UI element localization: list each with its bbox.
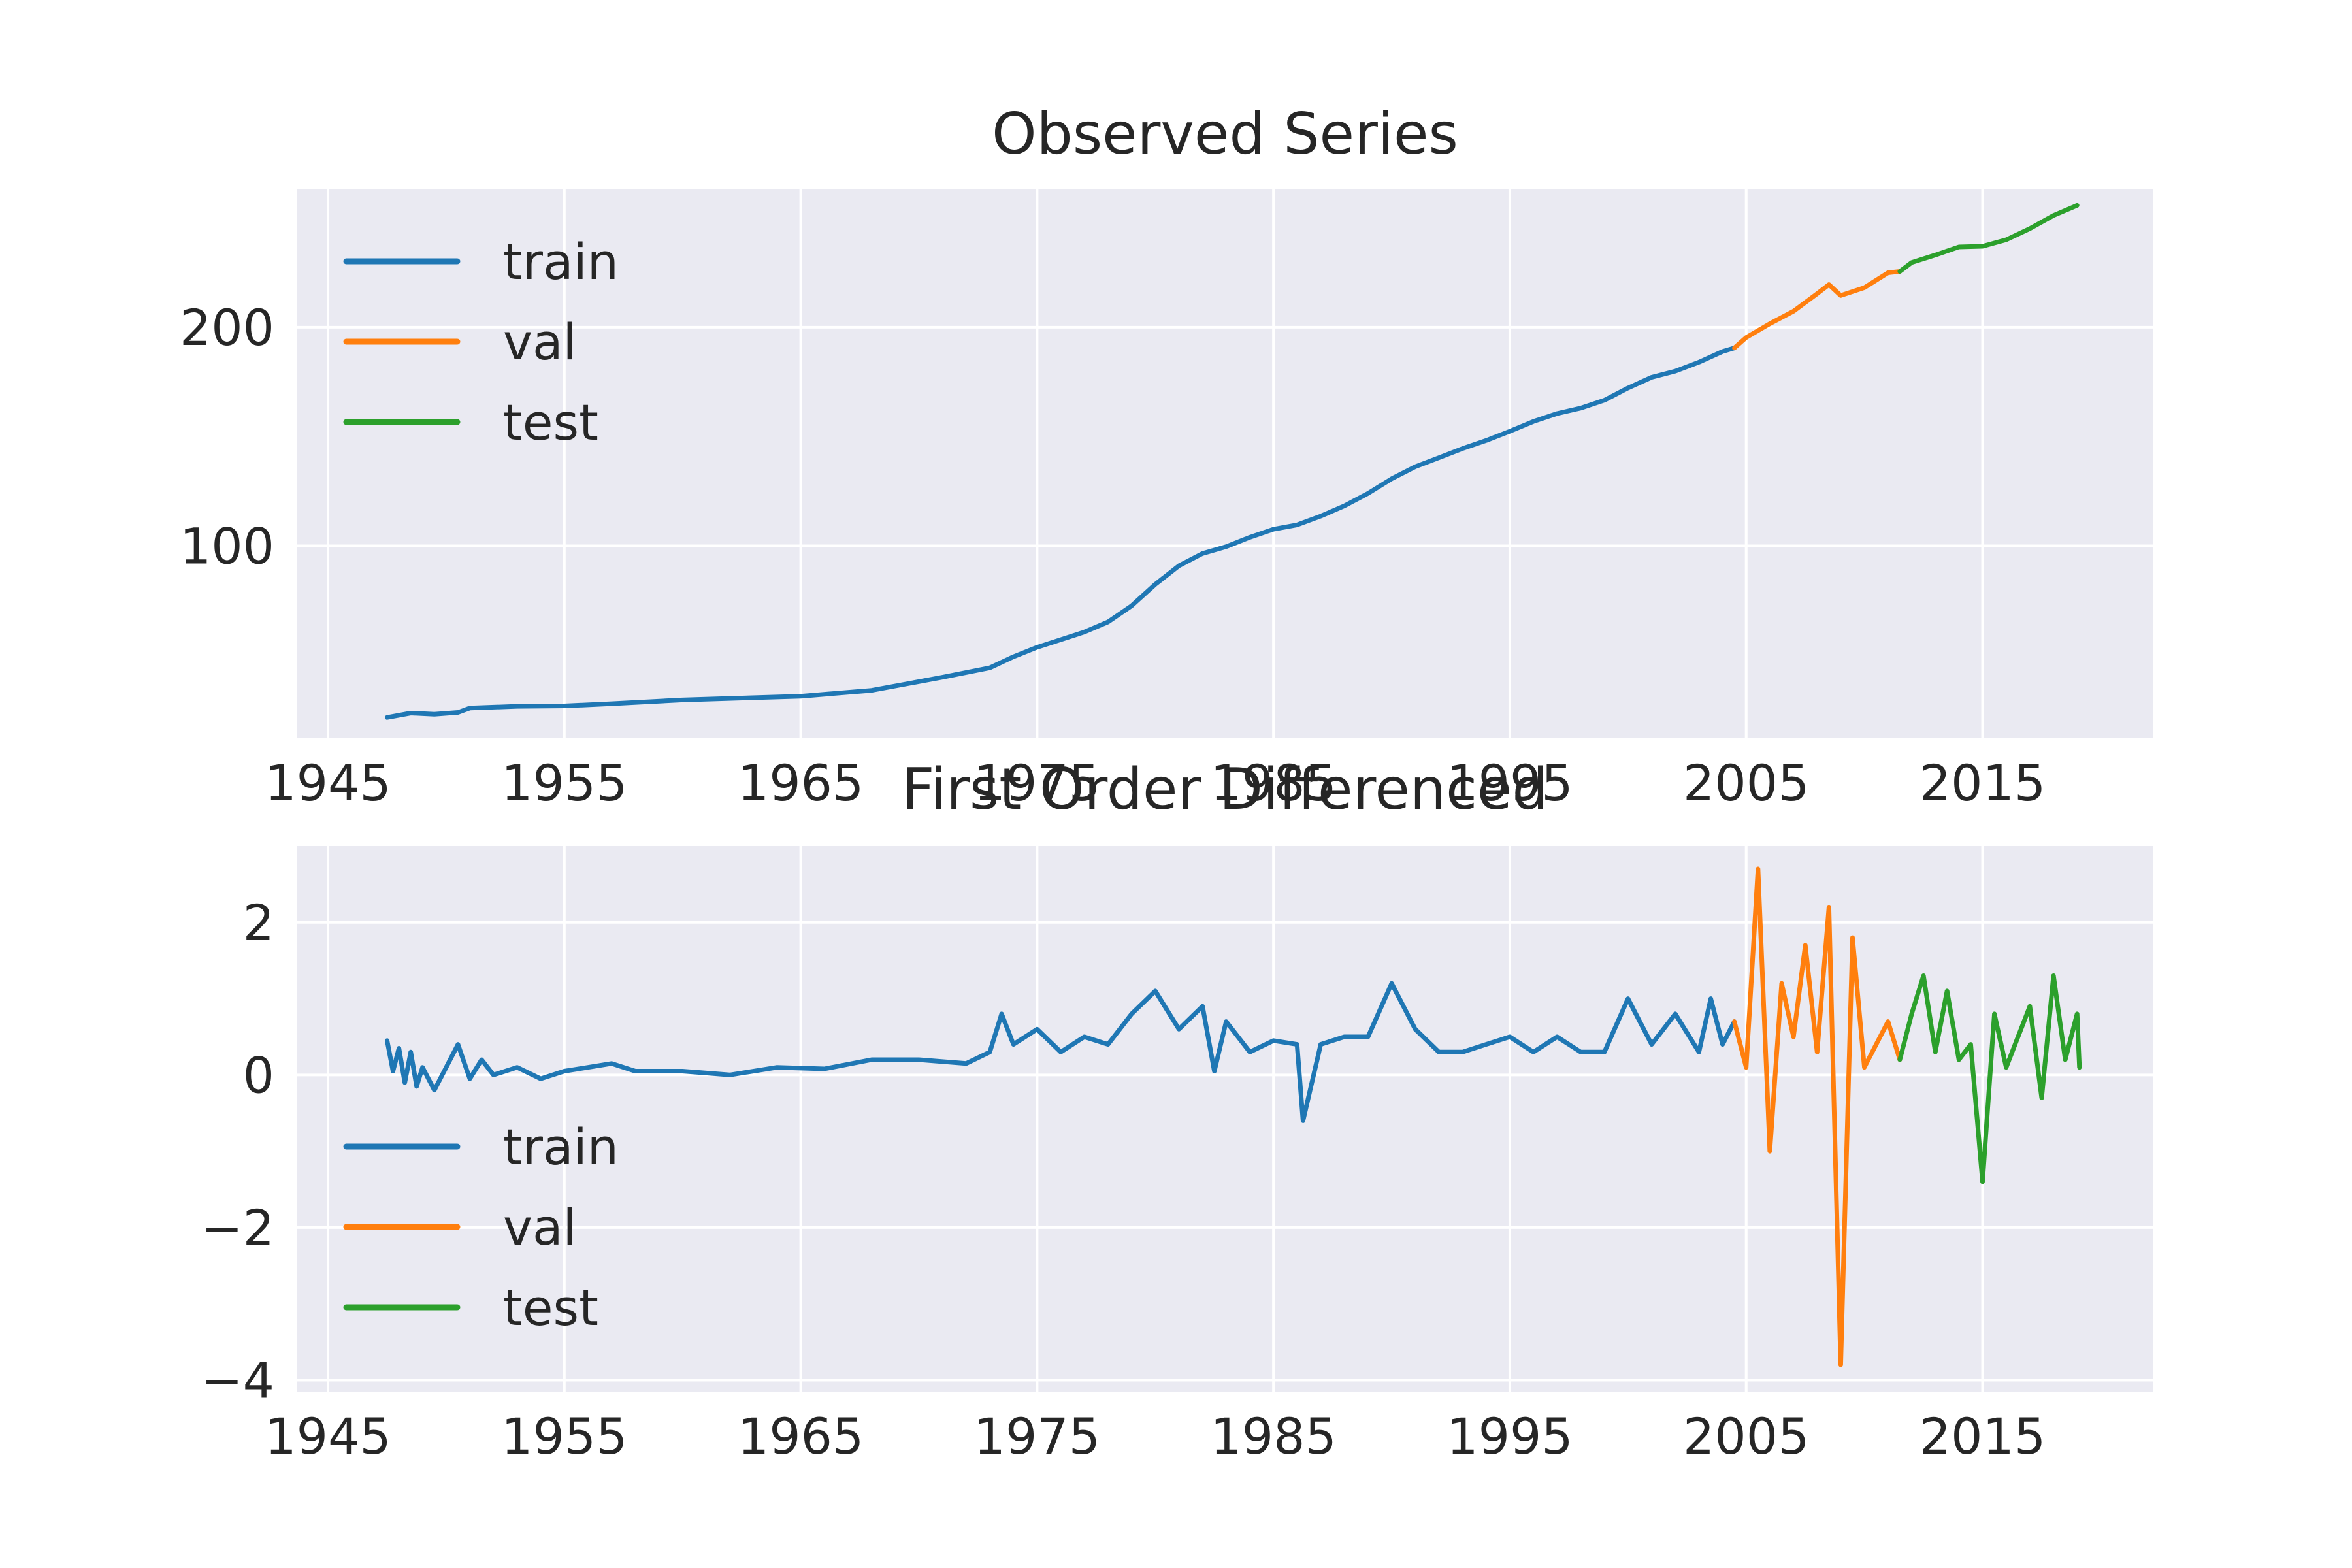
x-tick-label: 1975 [974,1407,1100,1465]
x-tick-label: 2005 [1683,1407,1809,1465]
y-tick-label: 100 [180,517,274,575]
chart-title: Observed Series [992,101,1458,167]
chart-title: First Order Differenced [902,756,1548,823]
series-line-val [1732,269,1903,351]
x-tick-label: 2015 [1919,754,2046,812]
x-tick-label: 1945 [265,754,391,812]
legend-label-val: val [503,313,577,371]
x-tick-label: 1945 [265,1407,391,1465]
legend-label-test: test [503,393,598,451]
x-tick-label: 1995 [1446,1407,1573,1465]
legend-label-val: val [503,1198,577,1256]
first-order-differenced-chart: 1945 1955 1965 1975 1985 1995 2005 2015 −4 −2 0 2 tr… [201,756,2153,1465]
y-tick-label: 200 [180,299,274,357]
y-tick-label: −2 [201,1199,274,1257]
legend-label-train: train [503,233,619,291]
series-line-val [1732,866,1903,1367]
x-tick-label: 1955 [501,1407,627,1465]
series-line-test [1897,203,2080,274]
legend-label-train: train [503,1118,619,1176]
series-line-train [385,981,1737,1123]
x-tick-label: 2005 [1683,754,1809,812]
x-tick-label: 1965 [738,754,864,812]
legend-label-test: test [503,1279,598,1337]
y-tick-label: 2 [243,894,274,952]
x-tick-label: 1985 [1210,1407,1336,1465]
x-tick-label: 1995 [1446,754,1573,812]
x-tick-label: 1985 [1210,754,1336,812]
y-tick-label: 0 [243,1046,274,1104]
series-line-train [385,346,1737,720]
x-tick-label: 1955 [501,754,627,812]
x-tick-label: 1975 [974,754,1100,812]
x-tick-label: 1965 [738,1407,864,1465]
y-tick-label: −4 [201,1351,274,1409]
x-tick-label: 2015 [1919,1407,2046,1465]
series-line-test [1897,973,2082,1184]
plot-area [297,189,2153,738]
observed-series-chart: 1945 1955 1965 1975 1985 1995 2005 2015 100 200 tr… [180,101,2153,812]
